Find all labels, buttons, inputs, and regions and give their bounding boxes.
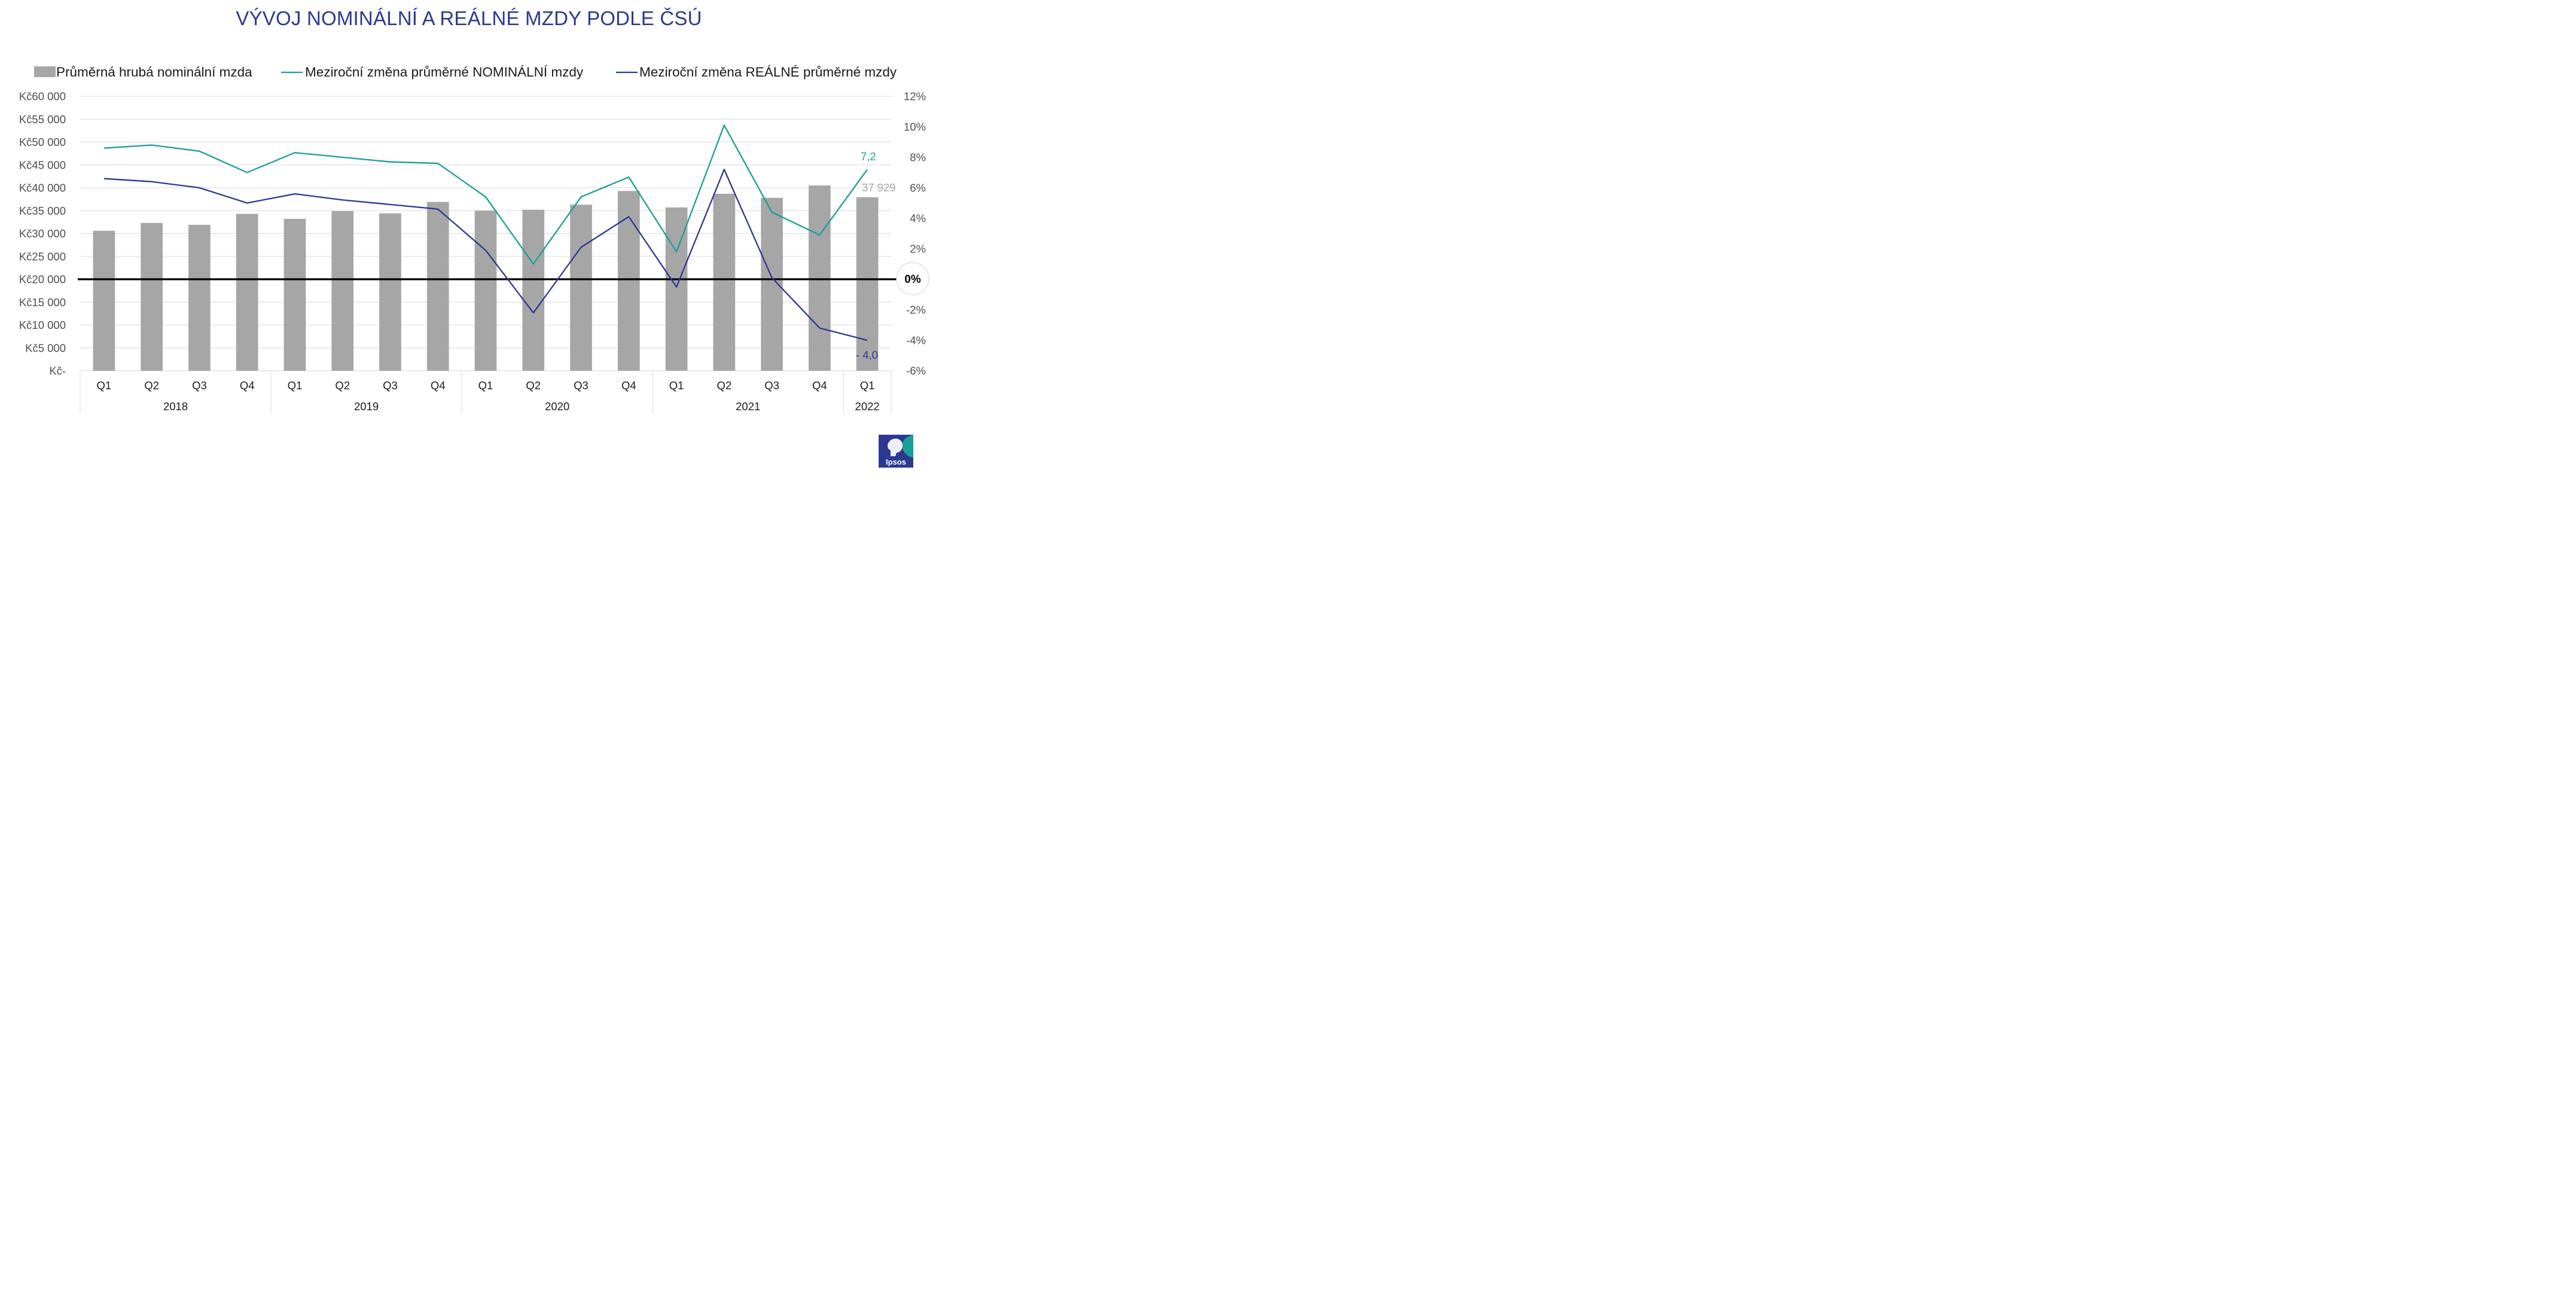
bar bbox=[809, 185, 831, 371]
y-left-tick-label: Kč60 000 bbox=[19, 90, 66, 103]
zero-percent-badge: 0% bbox=[896, 262, 929, 295]
x-tick-label: Q4 bbox=[431, 379, 446, 392]
year-label: 2019 bbox=[354, 400, 379, 413]
x-tick-label: Q1 bbox=[478, 379, 493, 392]
year-label: 2018 bbox=[163, 400, 188, 413]
y-right-tick-label: -2% bbox=[906, 304, 926, 316]
chart-title: VÝVOJ NOMINÁLNÍ A REÁLNÉ MZDY PODLE ČSÚ bbox=[236, 7, 702, 29]
x-tick-label: Q4 bbox=[621, 379, 636, 392]
x-tick-label: Q1 bbox=[860, 379, 875, 392]
bar bbox=[236, 213, 258, 371]
x-tick-label: Q1 bbox=[288, 379, 303, 392]
y-right-tick-label: 4% bbox=[910, 212, 926, 225]
y-left-tick-label: Kč25 000 bbox=[19, 250, 66, 263]
bar bbox=[188, 224, 211, 371]
bar-series bbox=[93, 185, 879, 371]
bar bbox=[665, 207, 688, 371]
x-tick-label: Q2 bbox=[526, 379, 541, 392]
annotations: 37 929 7,2 - 4,0 bbox=[856, 150, 896, 361]
bar bbox=[141, 222, 163, 371]
bar bbox=[331, 211, 354, 371]
x-tick-label: Q2 bbox=[335, 379, 350, 392]
y-axis-right: 12% 10% 8% 6% 4% 2% -2% -4% -6% bbox=[904, 90, 926, 377]
chart-svg: Průměrná hrubá nominální mzda Meziroční … bbox=[19, 65, 929, 414]
year-label: 2020 bbox=[545, 400, 569, 413]
bar bbox=[474, 210, 497, 371]
x-tick-label: Q4 bbox=[240, 379, 255, 392]
y-right-tick-label: 10% bbox=[904, 121, 926, 133]
legend-swatch-bars bbox=[34, 66, 56, 77]
y-right-tick-label: -6% bbox=[906, 365, 926, 377]
legend-label-bars: Průměrná hrubá nominální mzda bbox=[56, 65, 252, 80]
y-left-tick-label: Kč20 000 bbox=[19, 273, 66, 286]
x-tick-label: Q3 bbox=[764, 379, 779, 392]
y-right-tick-label: 2% bbox=[910, 243, 926, 255]
x-tick-label: Q1 bbox=[97, 379, 112, 392]
y-left-tick-label: Kč50 000 bbox=[19, 136, 66, 148]
y-right-tick-label: -4% bbox=[906, 334, 926, 347]
y-right-tick-label: 6% bbox=[910, 182, 926, 194]
y-axis-left: Kč60 000 Kč55 000 Kč50 000 Kč45 000 Kč40 000… bbox=[19, 90, 66, 377]
y-left-tick-label: Kč55 000 bbox=[19, 113, 66, 126]
y-left-tick-label: Kč40 000 bbox=[19, 182, 66, 194]
x-tick-label: Q4 bbox=[812, 379, 827, 392]
nominal-change-line bbox=[103, 124, 868, 265]
y-left-tick-label: Kč30 000 bbox=[19, 227, 66, 240]
ipsos-logo-icon: Ipsos bbox=[879, 435, 913, 468]
last-bar-value-label: 37 929 bbox=[862, 181, 896, 194]
bar bbox=[522, 209, 545, 371]
legend-label-nominal: Meziroční změna průměrné NOMINÁLNÍ mzdy bbox=[305, 65, 584, 80]
year-label: 2021 bbox=[736, 400, 760, 413]
x-tick-label: Q3 bbox=[574, 379, 589, 392]
y-left-tick-label: Kč- bbox=[49, 365, 66, 377]
y-left-tick-label: Kč35 000 bbox=[19, 205, 66, 217]
x-tick-label: Q2 bbox=[144, 379, 159, 392]
bar bbox=[761, 197, 783, 371]
bar bbox=[617, 191, 640, 371]
y-left-tick-label: Kč5 000 bbox=[25, 341, 66, 354]
bar bbox=[856, 197, 879, 371]
last-nominal-value-label: 7,2 bbox=[861, 150, 876, 163]
x-axis: Q1 Q2 Q3 Q4 Q1 Q2 Q3 Q4 Q1 Q2 Q3 Q4 Q1 Q2 Q3 Q4 Q1 2018 20… bbox=[80, 371, 892, 414]
year-label: 2022 bbox=[855, 400, 880, 413]
y-left-tick-label: Kč45 000 bbox=[19, 158, 66, 171]
ipsos-logo-text: Ipsos bbox=[886, 457, 906, 466]
legend-label-real: Meziroční změna REÁLNÉ průměrné mzdy bbox=[639, 65, 897, 80]
x-tick-label: Q3 bbox=[383, 379, 398, 392]
bar bbox=[379, 213, 401, 371]
bar bbox=[570, 205, 592, 371]
bar bbox=[713, 193, 736, 371]
last-real-value-label: - 4,0 bbox=[856, 349, 878, 361]
x-tick-label: Q2 bbox=[717, 379, 731, 392]
line-series bbox=[103, 124, 868, 341]
bar bbox=[283, 219, 306, 371]
bar bbox=[426, 202, 449, 371]
y-right-tick-label: 8% bbox=[910, 151, 926, 164]
y-right-tick-label: 12% bbox=[904, 90, 926, 103]
y-left-tick-label: Kč10 000 bbox=[19, 319, 66, 331]
bar bbox=[93, 230, 115, 371]
legend: Průměrná hrubá nominální mzda Meziroční … bbox=[34, 65, 897, 80]
x-tick-label: Q1 bbox=[669, 379, 684, 392]
real-change-line bbox=[103, 169, 868, 341]
y-left-tick-label: Kč15 000 bbox=[19, 296, 66, 309]
x-tick-label: Q3 bbox=[192, 379, 207, 392]
zero-percent-label: 0% bbox=[904, 273, 921, 286]
